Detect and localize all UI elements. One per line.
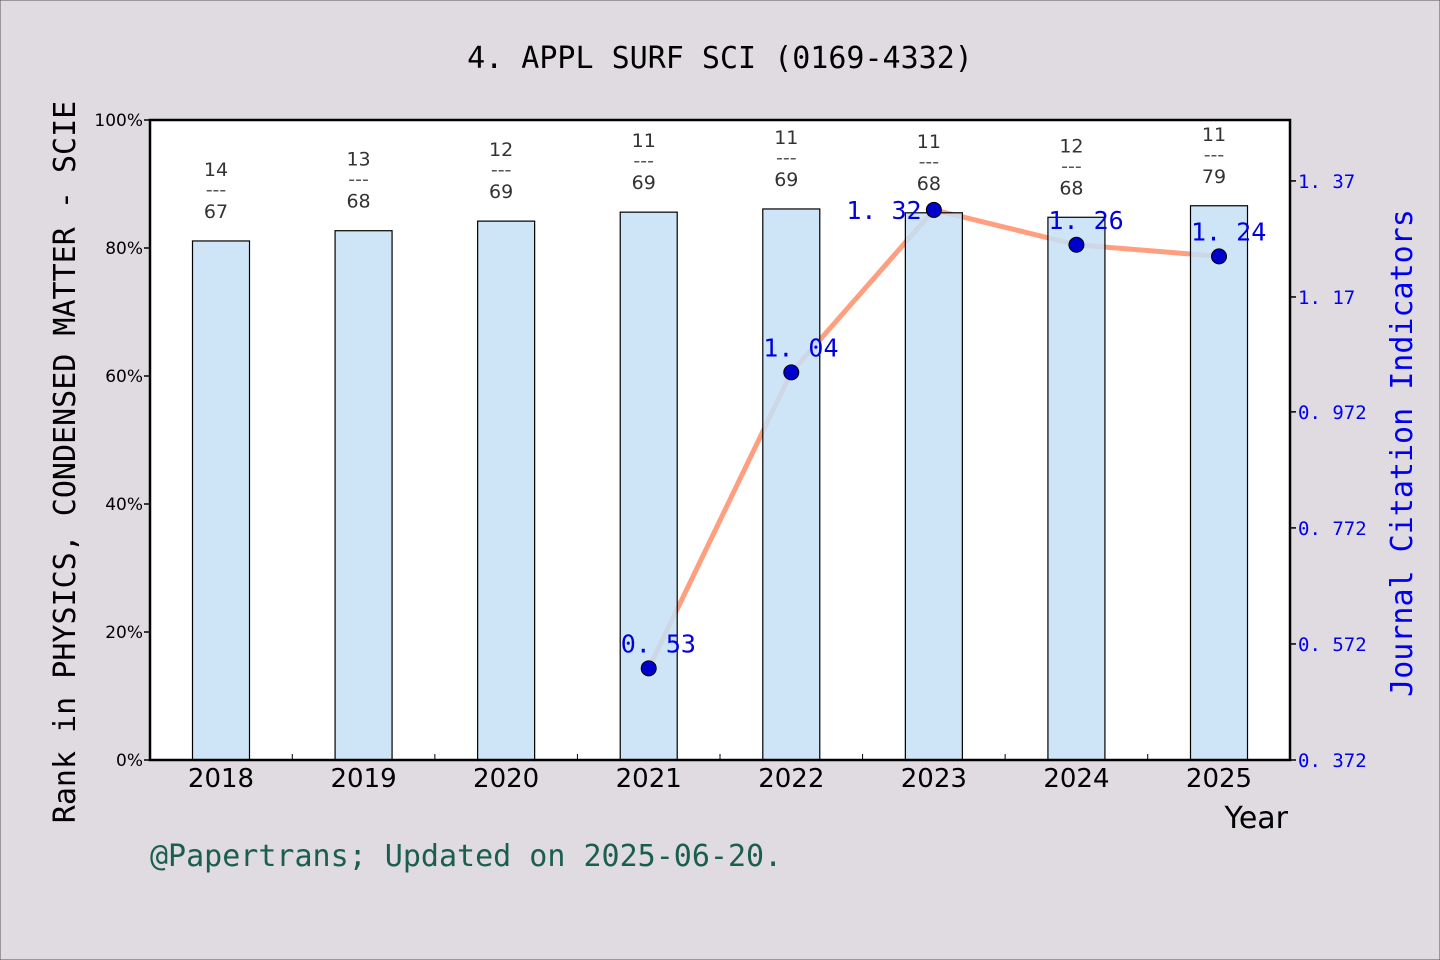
jci-value-label: 1. 32 [846, 196, 921, 225]
rank-numerator: 11 [774, 127, 798, 149]
y2-tick-label: 0. 972 [1298, 402, 1367, 424]
x-tick-label-2023: 2023 [901, 764, 967, 794]
y2-tick-label: 1. 17 [1298, 287, 1355, 309]
bar-2018 [191, 240, 251, 761]
rank-label-2018: 14---67 [204, 159, 228, 223]
y2-tick-label: 1. 37 [1298, 171, 1355, 193]
chart-title: 4. APPL SURF SCI (0169-4332) [467, 41, 973, 76]
jci-point-2025 [1211, 248, 1227, 265]
rank-label-2024: 12---68 [1059, 135, 1083, 199]
bar-2022 [762, 208, 821, 761]
bar-2021 [619, 211, 678, 761]
rank-denominator: 67 [204, 201, 228, 223]
rank-denominator: 79 [1202, 166, 1226, 188]
y-tick-label: 100% [94, 111, 143, 131]
rank-denominator: 68 [917, 173, 941, 195]
rank-separator: --- [1204, 144, 1225, 166]
y-tick-label: 0% [116, 751, 143, 771]
rank-numerator: 12 [489, 139, 513, 161]
rank-label-2023: 11---68 [917, 131, 941, 195]
y2-axis-label: Journal Citation Indicators [1385, 209, 1420, 697]
y-tick-label: 80% [105, 239, 143, 259]
rank-separator: --- [776, 147, 797, 169]
rank-numerator: 13 [346, 149, 370, 171]
jci-value-label: 0. 53 [621, 629, 696, 658]
y-tick-label: 20% [105, 623, 143, 643]
rank-denominator: 69 [489, 181, 513, 203]
jci-point-2022 [783, 364, 800, 381]
rank-denominator: 69 [774, 169, 798, 191]
x-tick-label-2021: 2021 [616, 764, 682, 794]
rank-numerator: 14 [204, 159, 228, 181]
bar-2025 [1189, 205, 1249, 761]
rank-denominator: 68 [346, 191, 370, 213]
x-tick-label-2025: 2025 [1186, 764, 1252, 794]
x-tick-label-2024: 2024 [1043, 764, 1109, 794]
rank-denominator: 68 [1059, 177, 1083, 199]
bar-2024 [1047, 216, 1106, 761]
rank-numerator: 12 [1059, 135, 1083, 157]
y2-tick-label: 0. 772 [1298, 518, 1367, 540]
jci-point-2024 [1068, 236, 1085, 253]
rank-separator: --- [919, 151, 940, 173]
rank-label-2021: 11---69 [632, 130, 656, 194]
jci-value-label: 1. 26 [1048, 206, 1123, 235]
rank-label-2025: 11---79 [1202, 124, 1226, 188]
x-tick-label-2019: 2019 [330, 764, 396, 794]
rank-numerator: 11 [1202, 124, 1226, 146]
rank-separator: --- [1061, 155, 1082, 177]
x-tick-label-2018: 2018 [188, 764, 254, 794]
x-tick-label-2020: 2020 [473, 764, 539, 794]
bar-2019 [334, 230, 393, 761]
y2-tick-label: 0. 372 [1298, 750, 1367, 772]
y-axis-label: Rank in PHYSICS, CONDENSED MATTER - SCIE [48, 101, 83, 823]
rank-label-2020: 12---69 [489, 139, 513, 203]
rank-label-2019: 13---68 [346, 149, 370, 213]
rank-label-2022: 11---69 [774, 127, 798, 191]
x-axis-label: Year [1223, 801, 1288, 836]
y-tick-label: 60% [105, 367, 143, 387]
rank-numerator: 11 [917, 131, 941, 153]
rank-separator: --- [491, 159, 512, 181]
jci-point-2023 [925, 201, 942, 218]
bar-2023 [904, 212, 963, 761]
rank-separator: --- [348, 169, 369, 191]
rank-denominator: 69 [632, 172, 656, 194]
x-tick-label-2022: 2022 [758, 764, 824, 794]
y2-tick-label: 0. 572 [1298, 634, 1367, 656]
jci-value-label: 1. 04 [763, 333, 838, 362]
bar-2020 [477, 220, 536, 761]
rank-numerator: 11 [632, 130, 656, 152]
rank-separator: --- [206, 179, 227, 201]
y-tick-label: 40% [105, 495, 143, 515]
rank-separator: --- [633, 150, 654, 172]
jci-value-label: 1. 24 [1191, 217, 1266, 246]
jci-point-2021 [640, 660, 657, 677]
footer-credit: @Papertrans; Updated on 2025-06-20. [150, 839, 782, 874]
